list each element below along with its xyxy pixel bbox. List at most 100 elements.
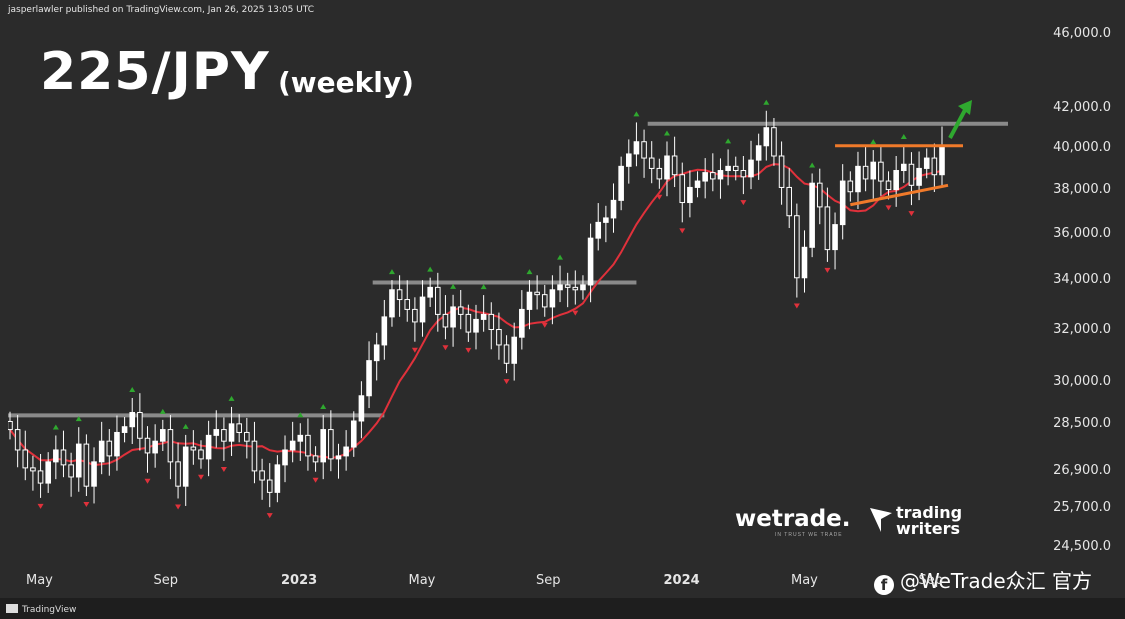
- candle-down: [442, 313, 449, 328]
- y-tick-label: 40,000.0: [1053, 139, 1111, 155]
- candle-down: [198, 449, 204, 460]
- candle-down: [244, 431, 250, 442]
- y-tick-label: 28,500.0: [1053, 415, 1111, 431]
- y-tick-label: 26,900.0: [1053, 462, 1111, 478]
- chart-title: 225/JPY: [40, 42, 270, 102]
- price-axis[interactable]: 46,000.0 42,000.0 40,000.0 38,000.0 36,000.0…: [1016, 20, 1125, 598]
- fractal-down-marker: [541, 322, 548, 328]
- candle-up: [855, 165, 861, 193]
- fractal-up-marker: [725, 138, 732, 144]
- y-tick-label: 24,500.0: [1053, 539, 1111, 554]
- candle-down: [251, 440, 258, 472]
- candle-up: [625, 153, 632, 167]
- tradingview-icon: [6, 604, 18, 613]
- candle-down: [679, 174, 686, 204]
- candle-down: [641, 141, 647, 159]
- candle-down: [457, 306, 464, 315]
- trading-writers-line2: writers: [896, 519, 961, 538]
- candle-down: [778, 155, 785, 188]
- y-tick-label: 34,000.0: [1053, 272, 1111, 288]
- candle-up: [763, 127, 770, 147]
- candle-down: [732, 165, 739, 172]
- candle-up: [832, 224, 838, 251]
- x-tick-label: May: [26, 573, 53, 588]
- candle-up: [916, 167, 922, 186]
- candle-up: [427, 286, 433, 298]
- candle-down: [794, 215, 800, 279]
- fractal-down-marker: [83, 502, 90, 508]
- candle-up: [923, 157, 930, 169]
- fractal-up-marker: [450, 283, 457, 289]
- candle-down: [14, 429, 21, 451]
- candle-up: [75, 443, 82, 478]
- triangle-lower-line: [850, 183, 949, 207]
- tradingview-label: TradingView: [22, 605, 77, 615]
- candle-down: [404, 299, 411, 310]
- fractal-up-marker: [297, 412, 304, 418]
- fractal-up-marker: [75, 416, 82, 422]
- fractal-down-marker: [266, 513, 273, 519]
- fractal-down-marker: [144, 478, 151, 484]
- candle-down: [259, 470, 265, 481]
- trading-writers-icon: [870, 508, 892, 532]
- candle-down: [465, 313, 472, 333]
- candle-up: [557, 284, 563, 291]
- fractal-down-marker: [175, 504, 182, 510]
- candle-up: [519, 308, 525, 338]
- breakout-arrow: [948, 109, 967, 139]
- candle-down: [221, 429, 227, 442]
- fractal-down-marker: [220, 466, 227, 472]
- candle-up: [893, 170, 899, 191]
- candle-up: [358, 395, 365, 422]
- y-tick-label: 25,700.0: [1053, 500, 1111, 516]
- fractal-up-marker: [526, 269, 533, 275]
- candle-up: [228, 423, 235, 442]
- candle-up: [289, 440, 296, 451]
- candle-up: [335, 455, 342, 460]
- candle-up: [450, 306, 456, 328]
- candle-down: [83, 443, 90, 487]
- tradingview-brand[interactable]: TradingView: [6, 604, 76, 615]
- fractal-down-marker: [885, 205, 892, 211]
- candle-up: [91, 461, 97, 487]
- candle-down: [771, 127, 777, 157]
- candle-down: [541, 294, 548, 308]
- y-tick-label: 30,000.0: [1053, 374, 1111, 390]
- fractal-up-marker: [228, 395, 235, 401]
- candle-down: [37, 470, 44, 484]
- fractal-up-marker: [633, 111, 640, 117]
- x-tick-label: Sep: [153, 573, 179, 588]
- candle-down: [534, 291, 540, 296]
- candle-up: [801, 246, 808, 279]
- fractal-down-marker: [37, 503, 44, 509]
- wetrade-tagline: IN TRUST WE TRADE: [775, 532, 843, 538]
- candle-up: [595, 221, 602, 239]
- chart-plot-area[interactable]: [8, 20, 1016, 598]
- candle-down: [564, 284, 571, 288]
- candle-up: [755, 145, 762, 161]
- candle-down: [648, 157, 655, 169]
- candle-up: [618, 165, 624, 201]
- top-bar: jasperlawler published on TradingView.co…: [0, 0, 1125, 20]
- candle-down: [488, 313, 495, 331]
- x-tick-label: May: [408, 573, 436, 588]
- candle-up: [419, 296, 426, 323]
- candle-up: [320, 429, 327, 463]
- candle-down: [68, 464, 74, 478]
- candle-up: [748, 159, 754, 178]
- fractal-down-marker: [442, 345, 449, 351]
- candle-up: [687, 186, 693, 204]
- candle-up: [205, 434, 212, 460]
- fractal-up-marker: [159, 408, 166, 414]
- candle-up: [610, 199, 617, 219]
- candle-up: [53, 449, 59, 463]
- candle-up: [603, 217, 609, 223]
- candle-down: [175, 461, 181, 487]
- fractal-up-marker: [663, 130, 670, 136]
- candle-up: [159, 429, 166, 442]
- candle-up: [45, 461, 51, 484]
- candle-down: [60, 449, 67, 466]
- fractal-up-marker: [480, 284, 487, 290]
- fractal-down-marker: [679, 228, 686, 234]
- candle-up: [587, 237, 594, 286]
